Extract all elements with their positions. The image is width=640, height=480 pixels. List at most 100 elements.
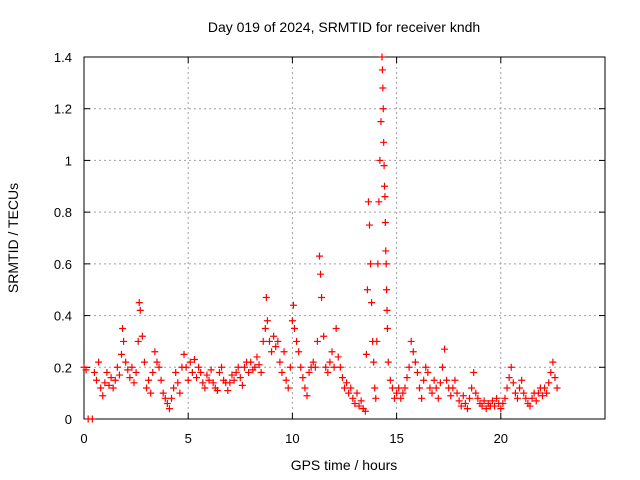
data-point (226, 379, 234, 387)
data-point (411, 358, 419, 366)
data-point (538, 392, 546, 400)
data-point (132, 368, 140, 376)
data-point (176, 389, 184, 397)
data-point (147, 389, 155, 397)
data-point (378, 53, 386, 61)
data-point (551, 374, 559, 382)
data-point (305, 368, 313, 376)
data-point (289, 301, 297, 309)
data-series (80, 53, 561, 423)
data-point (95, 358, 103, 366)
data-point (370, 358, 378, 366)
data-point (379, 84, 387, 92)
y-tick-label: 1.2 (54, 102, 72, 117)
data-point (257, 368, 265, 376)
data-point (447, 392, 455, 400)
data-point (381, 193, 389, 201)
data-point (99, 392, 107, 400)
data-point (280, 348, 288, 356)
data-point (545, 379, 553, 387)
data-point (351, 399, 359, 407)
data-point (403, 374, 411, 382)
data-point (384, 358, 392, 366)
data-point (255, 361, 263, 369)
data-point (103, 368, 111, 376)
y-tick-label: 0.8 (54, 205, 72, 220)
data-point (420, 376, 428, 384)
data-point (301, 384, 309, 392)
data-point (407, 337, 415, 345)
x-axis: 0 5 10 15 20 (80, 57, 508, 446)
data-point (393, 389, 401, 397)
data-point (355, 402, 363, 410)
data-point (341, 384, 348, 392)
data-point (303, 392, 311, 400)
data-point (135, 299, 143, 307)
data-point (282, 376, 290, 384)
data-point (311, 363, 319, 371)
data-point (491, 402, 499, 410)
data-point (509, 379, 517, 387)
data-point (184, 376, 192, 384)
data-point (126, 374, 134, 382)
data-point (207, 366, 215, 374)
data-point (247, 358, 255, 366)
data-point (499, 399, 507, 407)
data-point (320, 332, 328, 340)
data-point (409, 348, 417, 356)
data-point (88, 415, 96, 423)
data-point (315, 252, 323, 260)
data-point (361, 407, 369, 415)
data-point (205, 376, 213, 384)
data-point (513, 394, 521, 402)
data-point (507, 363, 515, 371)
y-tick-label: 0 (65, 412, 72, 427)
data-point (336, 363, 344, 371)
data-point (236, 374, 244, 382)
data-point (432, 384, 440, 392)
data-point (165, 405, 173, 413)
data-point (388, 384, 396, 392)
data-point (157, 376, 165, 384)
data-point (293, 337, 301, 345)
data-point (468, 384, 476, 392)
data-point (353, 389, 361, 397)
data-point (326, 358, 334, 366)
data-point (120, 337, 128, 345)
data-point (151, 348, 159, 356)
data-point (262, 293, 270, 301)
data-point (399, 389, 407, 397)
data-point (379, 105, 387, 113)
data-point (503, 384, 511, 392)
data-point (357, 397, 365, 405)
data-point (224, 387, 232, 395)
data-point (317, 270, 325, 278)
data-point (203, 371, 211, 379)
data-point (368, 299, 376, 307)
data-point (209, 379, 217, 387)
data-point (193, 374, 201, 382)
data-point (386, 376, 394, 384)
data-point (451, 376, 459, 384)
data-point (161, 394, 169, 402)
data-point (313, 337, 321, 345)
data-point (93, 376, 101, 384)
data-point (383, 306, 391, 314)
data-point (334, 353, 342, 361)
data-point (172, 368, 180, 376)
data-point (520, 389, 528, 397)
data-point (330, 363, 338, 371)
x-tick-label: 20 (494, 431, 508, 446)
y-tick-label: 0.6 (54, 257, 72, 272)
data-point (505, 374, 513, 382)
data-point (299, 374, 307, 382)
data-point (518, 376, 526, 384)
data-point (113, 363, 121, 371)
data-point (228, 371, 236, 379)
data-point (253, 353, 261, 361)
data-point (124, 366, 132, 374)
y-tick-label: 1.4 (54, 50, 72, 65)
data-point (213, 387, 221, 395)
data-point (371, 384, 379, 392)
